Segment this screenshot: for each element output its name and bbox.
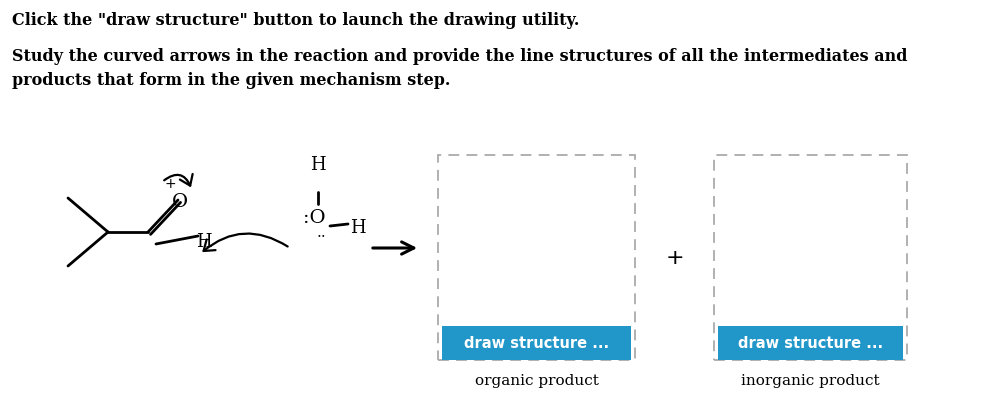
Text: O: O <box>172 193 188 211</box>
Text: :O: :O <box>303 209 326 227</box>
Text: draw structure ...: draw structure ... <box>738 336 883 351</box>
Text: H: H <box>351 219 366 237</box>
Bar <box>714 155 907 360</box>
FancyArrowPatch shape <box>164 174 193 186</box>
Text: ⋅⋅: ⋅⋅ <box>316 229 326 243</box>
Text: organic product: organic product <box>475 374 598 388</box>
Text: inorganic product: inorganic product <box>741 374 880 388</box>
Text: Click the "draw structure" button to launch the drawing utility.: Click the "draw structure" button to lau… <box>12 12 579 29</box>
Bar <box>438 155 635 360</box>
Text: +: + <box>665 247 683 268</box>
Text: Study the curved arrows in the reaction and provide the line structures of all t: Study the curved arrows in the reaction … <box>12 48 907 65</box>
Bar <box>718 326 903 360</box>
Text: H: H <box>196 233 212 251</box>
FancyArrowPatch shape <box>204 234 288 251</box>
Text: +: + <box>164 177 176 191</box>
Text: draw structure ...: draw structure ... <box>464 336 609 351</box>
Text: products that form in the given mechanism step.: products that form in the given mechanis… <box>12 72 451 89</box>
Bar <box>442 326 631 360</box>
Text: H: H <box>310 156 326 174</box>
